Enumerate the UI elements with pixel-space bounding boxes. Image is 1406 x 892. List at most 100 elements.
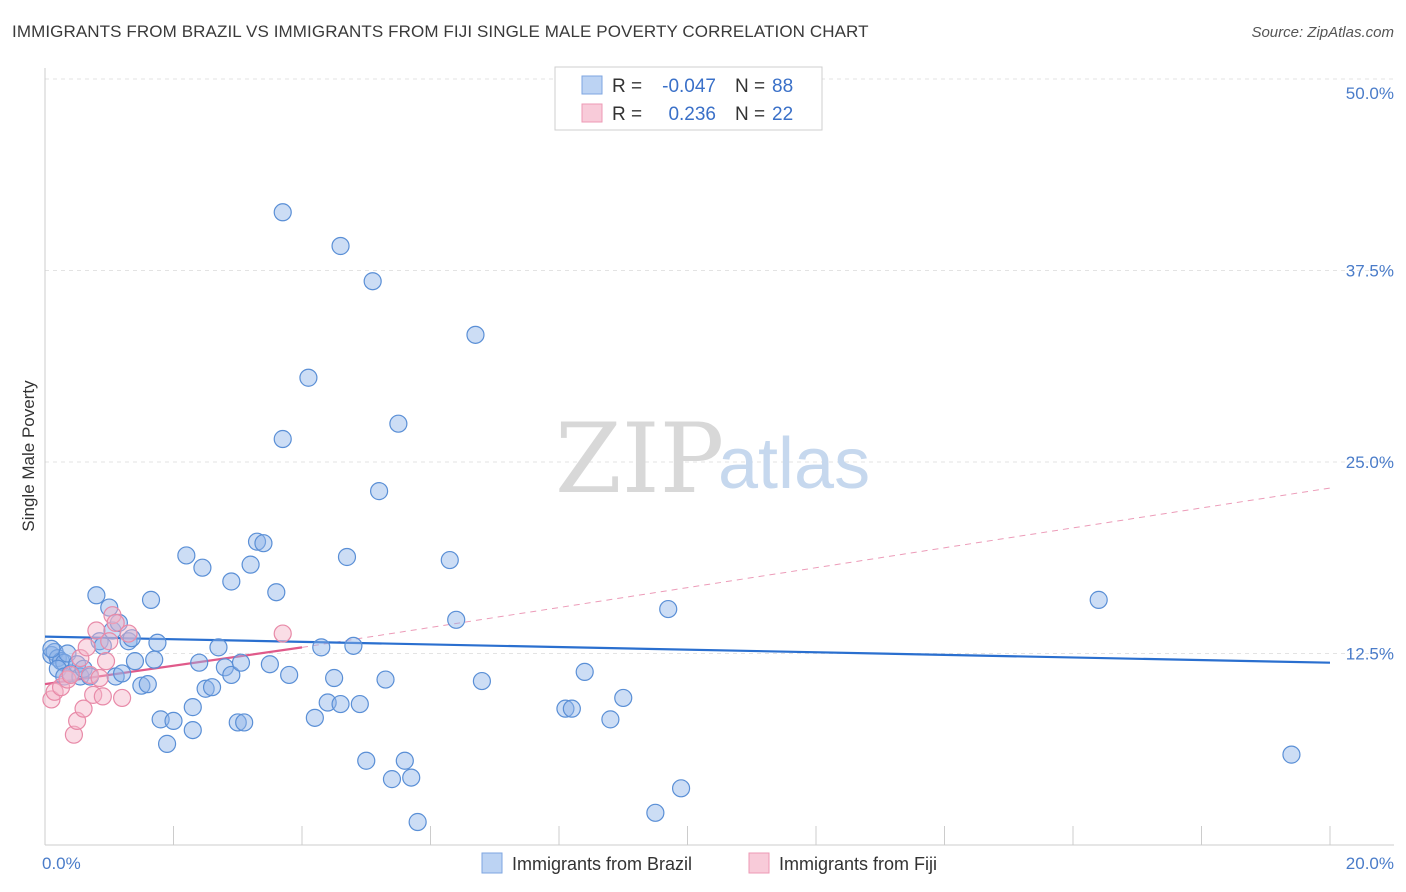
point-brazil-73: [408, 812, 427, 832]
point-brazil-79: [562, 699, 581, 718]
point-brazil-42: [222, 665, 241, 685]
point-brazil-47: [241, 555, 260, 574]
trend-line-brazil: [44, 635, 1331, 664]
legend-swatch-brazil: [581, 75, 603, 95]
point-brazil-75: [447, 610, 466, 629]
point-brazil-87: [1282, 745, 1301, 764]
point-brazil-53: [273, 429, 292, 449]
legend-r-label-fiji: R =: [612, 104, 642, 125]
point-brazil-34: [183, 698, 202, 717]
watermark-atlas: atlas: [718, 424, 870, 504]
point-brazil-39: [202, 678, 222, 697]
point-brazil-83: [646, 803, 665, 822]
point-brazil-22: [119, 632, 138, 651]
point-brazil-65: [357, 751, 376, 770]
point-fiji-7: [71, 648, 90, 668]
point-brazil-44: [228, 713, 247, 732]
point-brazil-52: [273, 203, 292, 222]
point-brazil-61: [331, 694, 350, 714]
point-brazil-29: [148, 633, 167, 652]
point-brazil-78: [556, 699, 575, 718]
point-brazil-45: [231, 653, 251, 672]
point-brazil-77: [472, 671, 491, 691]
point-fiji-18: [106, 613, 125, 632]
legend-r-label-brazil: R =: [612, 76, 642, 97]
series-swatch-fiji: [748, 852, 770, 874]
y-tick-labels: 50.0% 37.5% 25.0% 12.5%: [1346, 84, 1394, 664]
point-brazil-57: [312, 638, 331, 657]
x-tick-labels: 0.0% 20.0%: [42, 854, 1394, 873]
point-brazil-49: [254, 534, 273, 553]
point-fiji-14: [93, 687, 112, 706]
axes: [44, 68, 1394, 846]
legend-r-value-fiji: 0.236: [668, 104, 716, 125]
point-brazil-69: [382, 770, 402, 789]
x-tick-label-min: 0.0%: [42, 854, 81, 873]
x-tick-label-max: 20.0%: [1346, 854, 1394, 873]
point-brazil-31: [157, 734, 177, 753]
point-fiji-8: [74, 699, 93, 718]
trend-line-fiji-extension: [301, 487, 1331, 648]
data-points: [42, 203, 1301, 832]
point-fiji-13: [90, 668, 109, 688]
series-label-fiji: Immigrants from Fiji: [779, 854, 937, 874]
point-brazil-27: [141, 590, 161, 609]
point-brazil-81: [601, 710, 620, 729]
legend-n-value-brazil: 88: [772, 76, 793, 97]
correlation-legend: R = -0.047 N = 88 R = 0.236 N = 22: [554, 66, 823, 131]
point-fiji-4: [61, 665, 80, 685]
point-brazil-60: [331, 236, 350, 256]
point-brazil-36: [190, 653, 209, 672]
y-tick-label-1: 37.5%: [1346, 262, 1394, 281]
point-brazil-62: [337, 547, 357, 567]
point-brazil-28: [145, 650, 164, 669]
point-brazil-86: [1089, 590, 1108, 609]
watermark-zip: ZIP: [555, 403, 724, 515]
y-axis-title: Single Male Poverty: [19, 380, 38, 532]
point-fiji-9: [77, 638, 96, 657]
point-brazil-43: [222, 572, 241, 591]
point-fiji-12: [87, 621, 106, 640]
point-brazil-2: [48, 648, 67, 668]
legend-n-label-brazil: N =: [735, 76, 765, 97]
point-fiji-19: [112, 688, 132, 708]
point-brazil-25: [132, 676, 151, 695]
point-fiji-21: [273, 624, 292, 643]
point-fiji-5: [64, 725, 84, 744]
point-brazil-32: [164, 711, 183, 731]
point-brazil-64: [350, 694, 369, 714]
point-fiji-1: [45, 682, 64, 701]
chart-title: IMMIGRANTS FROM BRAZIL VS IMMIGRANTS FRO…: [12, 22, 869, 41]
point-brazil-14: [87, 586, 106, 605]
point-brazil-5: [42, 639, 61, 659]
chart-source: Source: ZipAtlas.com: [1251, 24, 1394, 41]
point-brazil-35: [183, 720, 202, 740]
trend-line-fiji: [44, 646, 303, 686]
point-brazil-46: [235, 713, 254, 732]
point-brazil-71: [395, 751, 414, 770]
point-brazil-24: [125, 652, 145, 671]
point-brazil-63: [344, 636, 363, 655]
legend-n-label-fiji: N =: [735, 104, 765, 125]
watermark: ZIP atlas: [555, 403, 870, 515]
y-tick-label-0: 50.0%: [1346, 84, 1394, 103]
point-brazil-51: [267, 583, 286, 602]
point-brazil-54: [280, 665, 299, 685]
point-brazil-72: [402, 768, 421, 787]
point-brazil-80: [575, 662, 594, 681]
point-brazil-48: [247, 532, 267, 551]
legend-r-value-brazil: -0.047: [662, 76, 716, 97]
point-brazil-16: [93, 636, 112, 655]
point-brazil-68: [376, 670, 395, 689]
point-brazil-85: [671, 779, 691, 798]
legend-swatch-fiji: [581, 103, 603, 123]
point-fiji-16: [100, 632, 119, 651]
point-brazil-76: [466, 325, 485, 344]
point-brazil-26: [138, 675, 157, 694]
point-brazil-33: [177, 546, 196, 565]
series-label-brazil: Immigrants from Brazil: [512, 854, 692, 874]
point-brazil-55: [299, 368, 318, 387]
series-swatch-brazil: [481, 852, 503, 874]
point-brazil-74: [440, 550, 459, 570]
